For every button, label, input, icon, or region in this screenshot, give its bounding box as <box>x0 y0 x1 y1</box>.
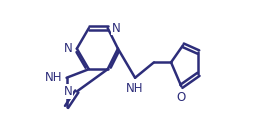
Text: N: N <box>64 85 73 98</box>
Text: N: N <box>112 22 121 35</box>
Text: NH: NH <box>45 71 62 84</box>
Text: NH: NH <box>126 82 144 95</box>
Text: N: N <box>64 42 73 55</box>
Text: O: O <box>177 91 186 104</box>
